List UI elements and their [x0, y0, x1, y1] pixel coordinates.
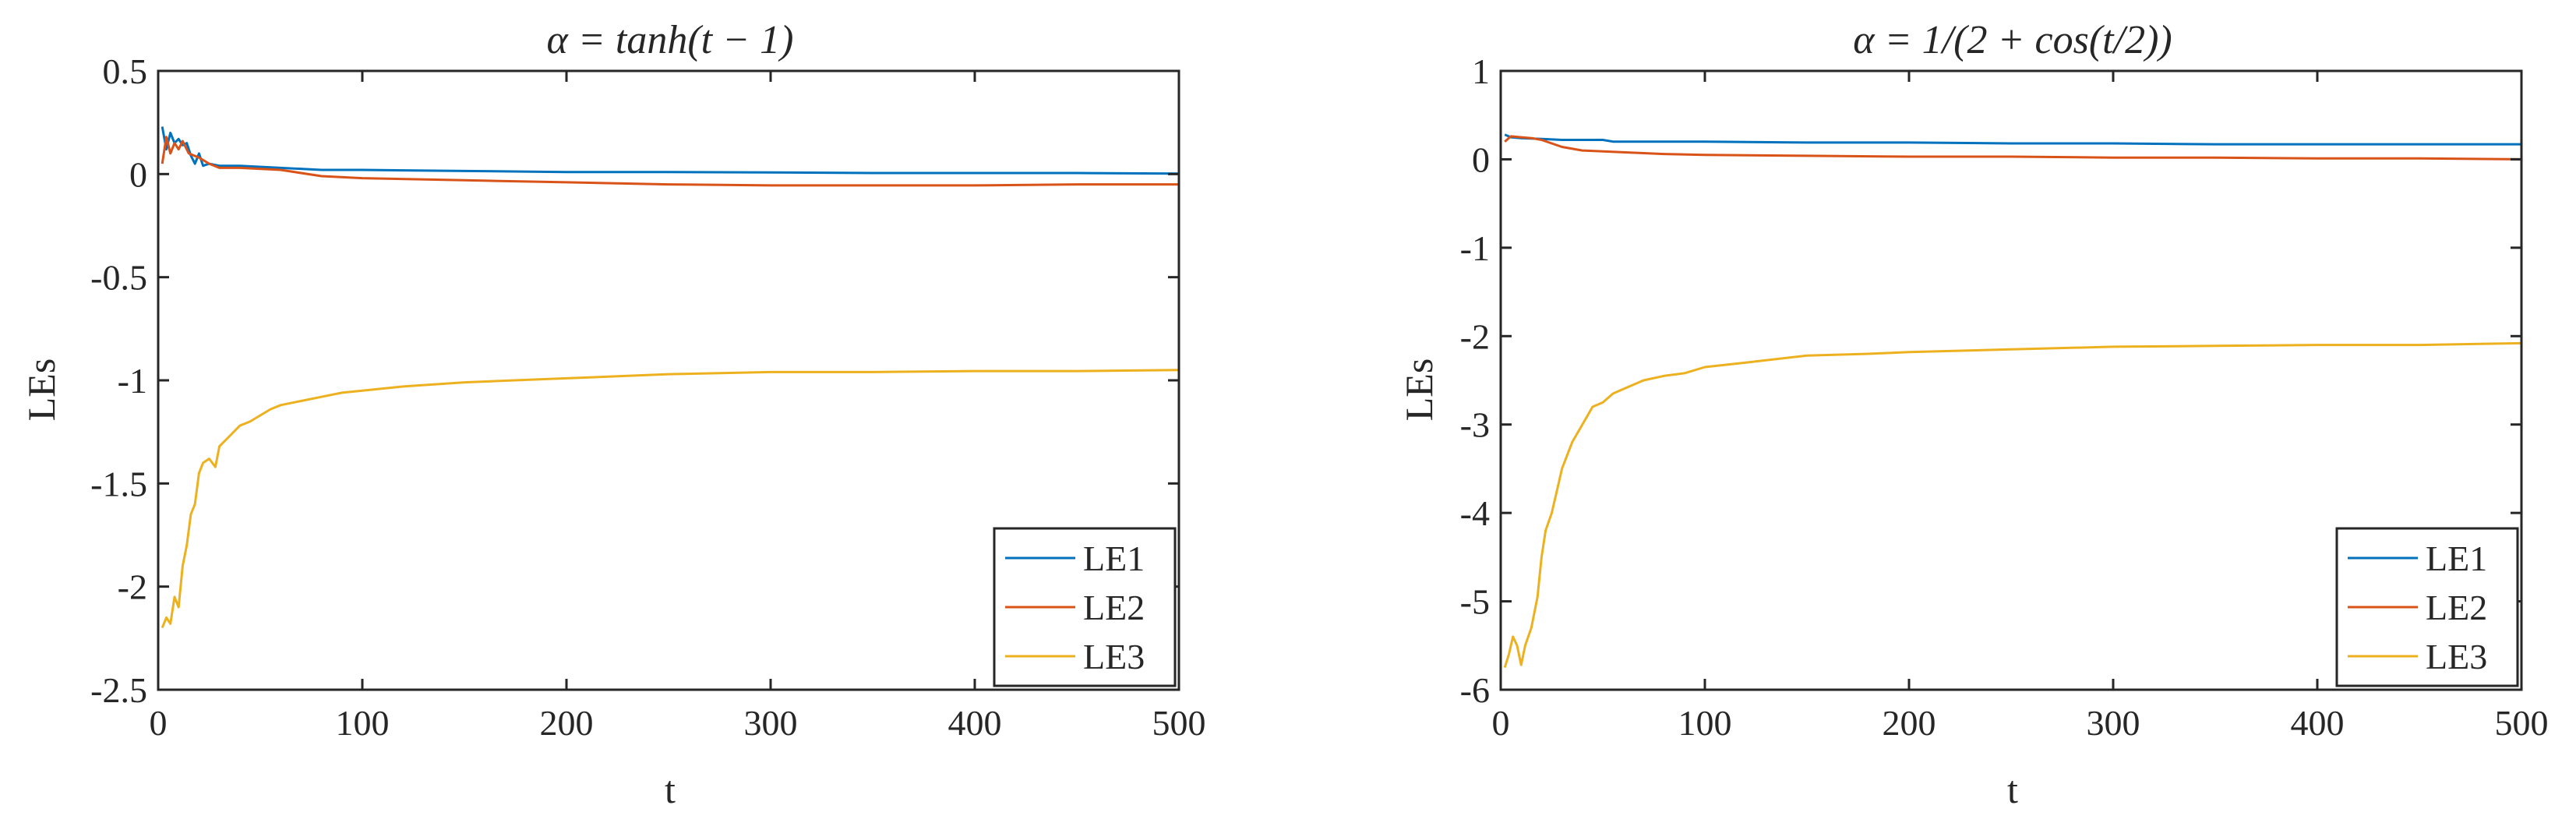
legend-label: LE1	[2426, 539, 2487, 578]
y-tick-label: 0	[129, 154, 147, 194]
chart-panel-right: α = 1/(2 + cos(t/2)) t LEs 0 100 200 300 400…	[1397, 18, 2549, 811]
y-tick-label: -1	[118, 361, 147, 401]
legend-label: LE1	[1083, 539, 1145, 578]
y-tick-label: -2	[118, 567, 147, 607]
x-tick-label: 400	[2291, 703, 2345, 743]
x-tick-label: 0	[1492, 703, 1510, 743]
series-line-le3	[1503, 341, 2522, 669]
x-tick-label: 300	[2087, 703, 2140, 743]
legend-label: LE2	[1083, 588, 1145, 627]
y-tick-label: -3	[1460, 405, 1490, 445]
y-tick-label: -1.5	[90, 464, 147, 503]
y-tick-label: 1	[1472, 51, 1490, 91]
y-tick-label: -2.5	[90, 670, 147, 710]
x-axis-label: t	[665, 768, 676, 811]
x-tick-label: 400	[948, 703, 1002, 743]
legend-label: LE2	[2426, 588, 2487, 627]
x-axis-label: t	[2007, 768, 2018, 811]
y-tick-label: -4	[1460, 493, 1490, 533]
x-tick-label: 0	[150, 703, 168, 743]
series-line-le1	[161, 126, 1180, 175]
series-line-le1	[1504, 133, 2521, 146]
y-axis-label: LEs	[19, 359, 63, 422]
chart-panel-left: α = tanh(t − 1) t LEs 0 100 200 300 400 500 0.…	[19, 18, 1206, 811]
y-tick-label: -5	[1460, 582, 1490, 622]
x-tick-label: 300	[744, 703, 798, 743]
y-tick-label: 0.5	[103, 51, 148, 91]
y-tick-label: -0.5	[90, 258, 147, 298]
x-tick-label: 100	[1678, 703, 1732, 743]
y-tick-label: -6	[1460, 670, 1490, 710]
x-tick-label: 200	[540, 703, 594, 743]
y-tick-label: 0	[1472, 140, 1490, 179]
chart-title: α = 1/(2 + cos(t/2))	[1853, 18, 2172, 62]
x-tick-label: 100	[336, 703, 390, 743]
y-axis-label: LEs	[1397, 359, 1441, 422]
legend-label: LE3	[1083, 637, 1145, 676]
x-tick-label: 500	[2495, 703, 2549, 743]
legend-label: LE3	[2426, 637, 2487, 676]
chart-title: α = tanh(t − 1)	[546, 18, 793, 62]
x-tick-label: 500	[1152, 703, 1206, 743]
series-line-le3	[161, 369, 1180, 629]
series-line-le2	[161, 136, 1179, 187]
axes-box	[1499, 69, 2523, 691]
x-tick-label: 200	[1883, 703, 1936, 743]
y-tick-label: -1	[1460, 228, 1490, 268]
series-line-le2	[1504, 135, 2522, 161]
y-tick-label: -2	[1460, 316, 1490, 356]
